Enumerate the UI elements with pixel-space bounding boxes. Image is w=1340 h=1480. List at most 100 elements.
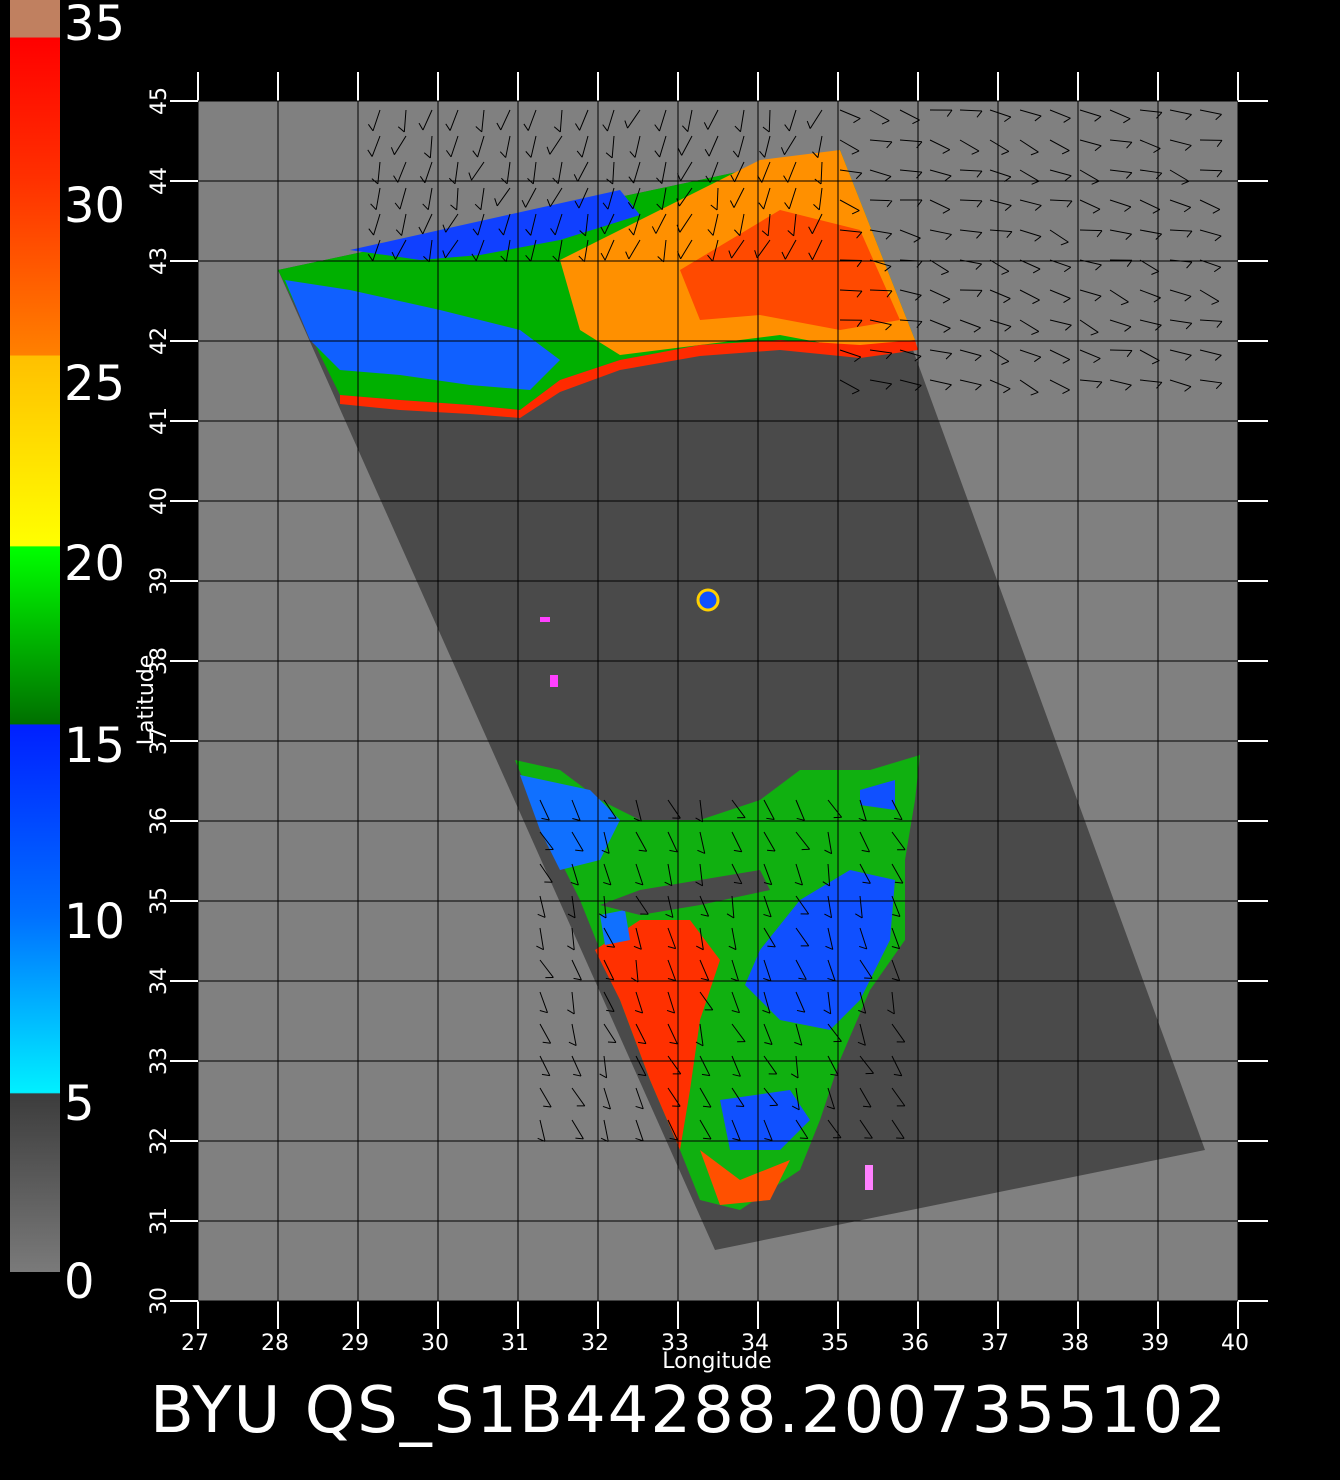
- wind-barb-flag: [633, 945, 642, 950]
- wind-barb: [667, 863, 673, 886]
- wind-barb: [1049, 199, 1073, 202]
- wind-barb: [571, 1055, 582, 1077]
- calm-gap-south: [600, 870, 770, 915]
- wind-barb: [1019, 109, 1042, 117]
- wind-barb: [839, 199, 860, 211]
- wind-barb: [659, 109, 667, 132]
- wind-barb-flag: [763, 881, 772, 886]
- wind-barb-flag: [599, 1073, 607, 1079]
- wind-barb-flag: [651, 226, 657, 234]
- wind-barb: [869, 169, 892, 177]
- wind-barb-flag: [761, 230, 769, 237]
- wind-speed-low-south-center: [745, 870, 895, 1030]
- wind-barb-flag: [1096, 381, 1103, 389]
- wind-barb-flag: [525, 151, 532, 158]
- wind-barb-flag: [418, 122, 424, 131]
- wind-barb: [1139, 259, 1160, 272]
- wind-barb: [731, 959, 740, 982]
- colorbar-label: 0: [64, 1254, 95, 1310]
- wind-barb: [763, 959, 772, 982]
- wind-barb: [839, 349, 862, 358]
- wind-barb: [539, 863, 553, 883]
- latitude-tick-label: 35: [147, 887, 172, 915]
- wind-barb-flag: [853, 118, 861, 124]
- wind-barb-flag: [422, 203, 429, 211]
- wind-barb: [633, 213, 641, 236]
- wind-barb-flag: [418, 226, 424, 235]
- wind-barb: [820, 161, 823, 185]
- wind-barb: [444, 239, 459, 259]
- wind-barb: [811, 213, 823, 234]
- wind-barb-flag: [527, 178, 534, 185]
- wind-barb-flag: [541, 817, 550, 821]
- wind-barb: [539, 895, 546, 918]
- wind-barb: [795, 1087, 800, 1110]
- wind-barb-flag: [1060, 241, 1069, 246]
- wind-barb: [635, 991, 644, 1014]
- wind-barb-flag: [976, 232, 983, 239]
- wind-barb: [1109, 199, 1132, 208]
- wind-barb-flag: [536, 945, 544, 951]
- wind-barb: [827, 959, 836, 981]
- wind-barb-flag: [945, 234, 952, 241]
- wind-barb-flag: [602, 1105, 611, 1110]
- wind-barb: [763, 895, 772, 917]
- wind-barb-flag: [575, 849, 584, 852]
- wind-barb: [959, 139, 980, 152]
- wind-barb-flag: [397, 126, 405, 133]
- wind-barb-flag: [1213, 266, 1222, 273]
- wind-barb: [827, 927, 834, 950]
- wind-barb: [929, 259, 949, 273]
- wind-barb-flag: [790, 1073, 799, 1079]
- wind-barb-flag: [886, 290, 893, 298]
- wind-barb-flag: [1181, 180, 1190, 185]
- wind-barb-flag: [1061, 150, 1070, 155]
- colorbar-labels: 35 30 25 20 15 10 5 0: [64, 0, 125, 1310]
- wind-barb: [477, 213, 485, 236]
- wind-barb: [557, 239, 563, 262]
- wind-barb-flag: [605, 977, 614, 981]
- wind-barb: [399, 187, 407, 210]
- wind-barb-flag: [525, 254, 532, 262]
- wind-barb: [1169, 319, 1192, 324]
- wind-barb-flag: [606, 945, 615, 948]
- wind-barb-flag: [916, 199, 923, 207]
- wind-barb: [699, 1087, 712, 1108]
- wind-barb-flag: [368, 228, 375, 236]
- wind-barb-flag: [600, 226, 606, 235]
- wind-barb: [428, 239, 433, 262]
- wind-barb-flag: [1062, 389, 1070, 395]
- wind-barb-flag: [861, 849, 870, 853]
- wind-barb: [1109, 319, 1132, 328]
- colorbar: [10, 0, 60, 1272]
- wind-barb: [699, 831, 706, 854]
- wind-barb: [731, 991, 740, 1013]
- wind-barb: [788, 109, 797, 132]
- wind-barb-flag: [855, 172, 863, 180]
- wind-barb: [716, 187, 719, 211]
- wind-barb-flag: [394, 202, 401, 210]
- wind-barb-flag: [391, 251, 396, 260]
- wind-barb-flag: [539, 1009, 548, 1014]
- wind-barb-flag: [851, 390, 860, 395]
- wind-barb: [603, 1119, 609, 1142]
- wind-barb: [1139, 109, 1162, 113]
- wind-barb: [667, 1087, 681, 1107]
- wind-barb: [635, 927, 642, 950]
- wind-barb-flag: [862, 881, 871, 884]
- wind-barb-flag: [862, 1105, 872, 1108]
- wind-barb: [667, 1055, 682, 1075]
- wind-barb-flag: [757, 175, 763, 183]
- wind-barb: [827, 831, 833, 854]
- wind-barb-flag: [824, 849, 832, 855]
- wind-barb-flag: [826, 1105, 835, 1110]
- longitude-tick-label: 38: [1061, 1331, 1089, 1356]
- wind-barb-flag: [523, 123, 529, 131]
- wind-barb: [899, 349, 922, 357]
- wind-barb: [403, 109, 407, 132]
- wind-barb-flag: [856, 290, 863, 298]
- wind-barb: [661, 161, 667, 184]
- wind-barb: [445, 213, 459, 233]
- wind-barb-flag: [884, 265, 892, 272]
- wind-barb-flag: [705, 175, 711, 183]
